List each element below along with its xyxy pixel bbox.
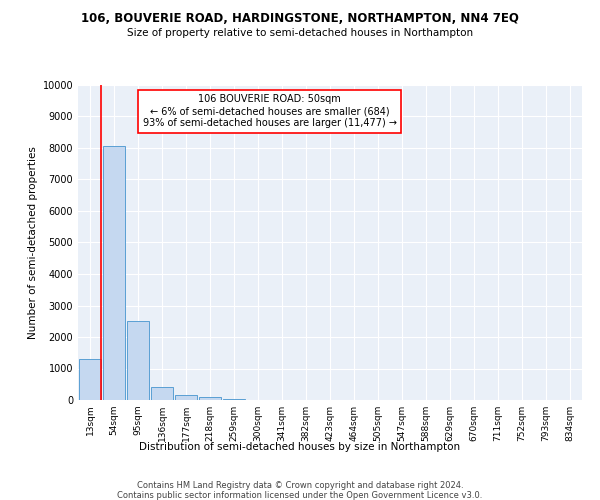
- Bar: [79, 359, 101, 400]
- Text: 106, BOUVERIE ROAD, HARDINGSTONE, NORTHAMPTON, NN4 7EQ: 106, BOUVERIE ROAD, HARDINGSTONE, NORTHA…: [81, 12, 519, 26]
- Text: Size of property relative to semi-detached houses in Northampton: Size of property relative to semi-detach…: [127, 28, 473, 38]
- Bar: [199, 397, 221, 400]
- Bar: [175, 396, 197, 400]
- Bar: [151, 388, 173, 400]
- Bar: [127, 322, 149, 400]
- Bar: [103, 146, 125, 400]
- Text: 106 BOUVERIE ROAD: 50sqm
← 6% of semi-detached houses are smaller (684)
93% of s: 106 BOUVERIE ROAD: 50sqm ← 6% of semi-de…: [143, 94, 397, 128]
- Text: Contains HM Land Registry data © Crown copyright and database right 2024.: Contains HM Land Registry data © Crown c…: [137, 481, 463, 490]
- Text: Distribution of semi-detached houses by size in Northampton: Distribution of semi-detached houses by …: [139, 442, 461, 452]
- Y-axis label: Number of semi-detached properties: Number of semi-detached properties: [28, 146, 38, 339]
- Text: Contains public sector information licensed under the Open Government Licence v3: Contains public sector information licen…: [118, 491, 482, 500]
